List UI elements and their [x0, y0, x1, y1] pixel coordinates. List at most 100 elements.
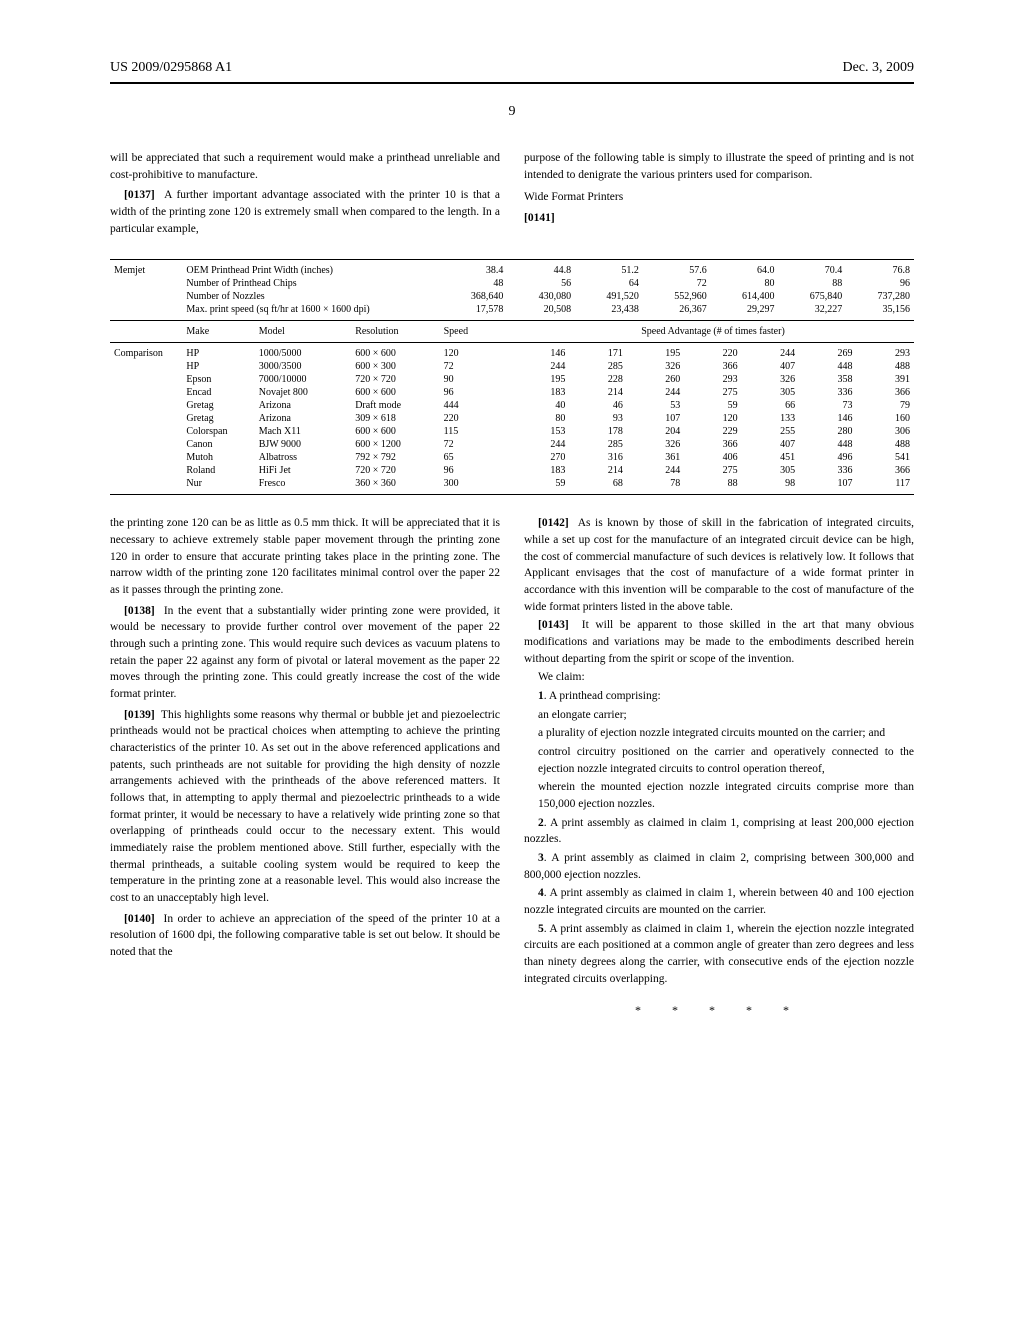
para-cont2: the printing zone 120 can be as little a… [110, 515, 500, 598]
table-row: HP3000/3500600 × 30072244285326366407448… [110, 360, 914, 373]
cell-adv: 73 [799, 399, 856, 412]
cell-adv: 391 [857, 373, 914, 386]
spec-label: Number of Nozzles [182, 290, 439, 303]
comparison-label-cell [110, 438, 182, 451]
cell-adv: 260 [627, 373, 684, 386]
cell-adv: 488 [857, 360, 914, 373]
table-row: ComparisonHP1000/5000600 × 6001201461711… [110, 347, 914, 360]
table-row: ColorspanMach X11600 × 60011515317820422… [110, 425, 914, 438]
publication-number: US 2009/0295868 A1 [110, 60, 232, 76]
table-row: EncadNovajet 800600 × 600961832142442753… [110, 386, 914, 399]
spec-value: 614,400 [711, 290, 779, 303]
memjet-spec-table: MemjetOEM Printhead Print Width (inches)… [110, 264, 914, 316]
cell-adv: 366 [857, 464, 914, 477]
cell-adv: 305 [742, 386, 799, 399]
cell-adv: 244 [742, 347, 799, 360]
cell-speed: 72 [440, 360, 512, 373]
cell-make: Nur [182, 477, 254, 490]
claim-2: 2. A print assembly as claimed in claim … [524, 815, 914, 848]
cell-adv: 78 [627, 477, 684, 490]
para-0140: [0140] In order to achieve an appreciati… [110, 911, 500, 961]
cell-model: 7000/10000 [255, 373, 351, 386]
cell-adv: 326 [627, 438, 684, 451]
c4-text: A print assembly as claimed in claim 1, … [524, 887, 914, 916]
para-cont: will be appreciated that such a requirem… [110, 150, 500, 183]
top-columns: will be appreciated that such a requirem… [110, 150, 914, 241]
cell-model: Arizona [255, 399, 351, 412]
cell-speed: 72 [440, 438, 512, 451]
memjet-label-cell [110, 303, 182, 316]
cell-adv: 366 [684, 360, 741, 373]
spec-value: 51.2 [575, 264, 643, 277]
para-0137: [0137] A further important advantage ass… [110, 187, 500, 237]
table-rule-top [110, 259, 914, 260]
spec-value: 737,280 [846, 290, 914, 303]
spec-value: 70.4 [778, 264, 846, 277]
cell-adv: 107 [627, 412, 684, 425]
para-num: [0143] [538, 619, 569, 631]
cell-make: Colorspan [182, 425, 254, 438]
cell-adv: 68 [569, 477, 626, 490]
spec-value: 23,438 [575, 303, 643, 316]
spec-row: Number of Nozzles368,640430,080491,52055… [110, 290, 914, 303]
cell-adv: 336 [799, 464, 856, 477]
cell-adv: 448 [799, 438, 856, 451]
cell-resolution: 360 × 360 [351, 477, 439, 490]
table-row: RolandHiFi Jet720 × 72096183214244275305… [110, 464, 914, 477]
cell-resolution: 600 × 600 [351, 425, 439, 438]
cell-make: Epson [182, 373, 254, 386]
cell-adv: 178 [569, 425, 626, 438]
cell-adv: 448 [799, 360, 856, 373]
cell-make: Roland [182, 464, 254, 477]
cell-adv: 541 [857, 451, 914, 464]
spec-value: 17,578 [440, 303, 508, 316]
c5-text: A print assembly as claimed in claim 1, … [524, 923, 914, 985]
cell-adv: 305 [742, 464, 799, 477]
para-text: It will be apparent to those skilled in … [524, 619, 914, 664]
spec-value: 32,227 [778, 303, 846, 316]
cell-make: Mutoh [182, 451, 254, 464]
claim-1a: 1. A printhead comprising: [524, 688, 914, 705]
cell-resolution: 792 × 792 [351, 451, 439, 464]
para-0143: [0143] It will be apparent to those skil… [524, 617, 914, 667]
para-text: In order to achieve an appreciation of t… [110, 913, 500, 958]
para-0141: [0141] [524, 210, 914, 227]
spec-label: OEM Printhead Print Width (inches) [182, 264, 439, 277]
spec-value: 96 [846, 277, 914, 290]
cell-adv: 280 [799, 425, 856, 438]
bottom-left-column: the printing zone 120 can be as little a… [110, 515, 500, 1019]
comparison-label-cell [110, 425, 182, 438]
cell-resolution: 600 × 1200 [351, 438, 439, 451]
spec-value: 64.0 [711, 264, 779, 277]
cell-adv: 214 [569, 386, 626, 399]
cell-model: Arizona [255, 412, 351, 425]
cell-adv: 229 [684, 425, 741, 438]
cell-model: Fresco [255, 477, 351, 490]
claim-1e: wherein the mounted ejection nozzle inte… [524, 779, 914, 812]
table-row: MutohAlbatross792 × 79265270316361406451… [110, 451, 914, 464]
spec-value: 72 [643, 277, 711, 290]
cell-adv: 220 [684, 347, 741, 360]
para-0139: [0139] This highlights some reasons why … [110, 707, 500, 907]
para-num: [0140] [124, 913, 155, 925]
cell-model: HiFi Jet [255, 464, 351, 477]
cell-adv: 361 [627, 451, 684, 464]
spec-value: 20,508 [507, 303, 575, 316]
para-cont: purpose of the following table is simply… [524, 150, 914, 183]
para-text: A further important advantage associated… [110, 189, 500, 234]
cell-adv: 183 [512, 386, 569, 399]
cell-speed: 115 [440, 425, 512, 438]
spec-value: 368,640 [440, 290, 508, 303]
para-num: [0139] [124, 709, 155, 721]
cell-adv: 120 [684, 412, 741, 425]
cell-adv: 406 [684, 451, 741, 464]
cell-make: Gretag [182, 412, 254, 425]
cell-adv: 269 [799, 347, 856, 360]
para-num: [0141] [524, 212, 555, 224]
cell-model: Novajet 800 [255, 386, 351, 399]
spec-row: Number of Printhead Chips48566472808896 [110, 277, 914, 290]
h-make: Make [182, 325, 254, 338]
cell-speed: 300 [440, 477, 512, 490]
comparison-label-cell [110, 386, 182, 399]
comparative-table: MemjetOEM Printhead Print Width (inches)… [110, 259, 914, 495]
